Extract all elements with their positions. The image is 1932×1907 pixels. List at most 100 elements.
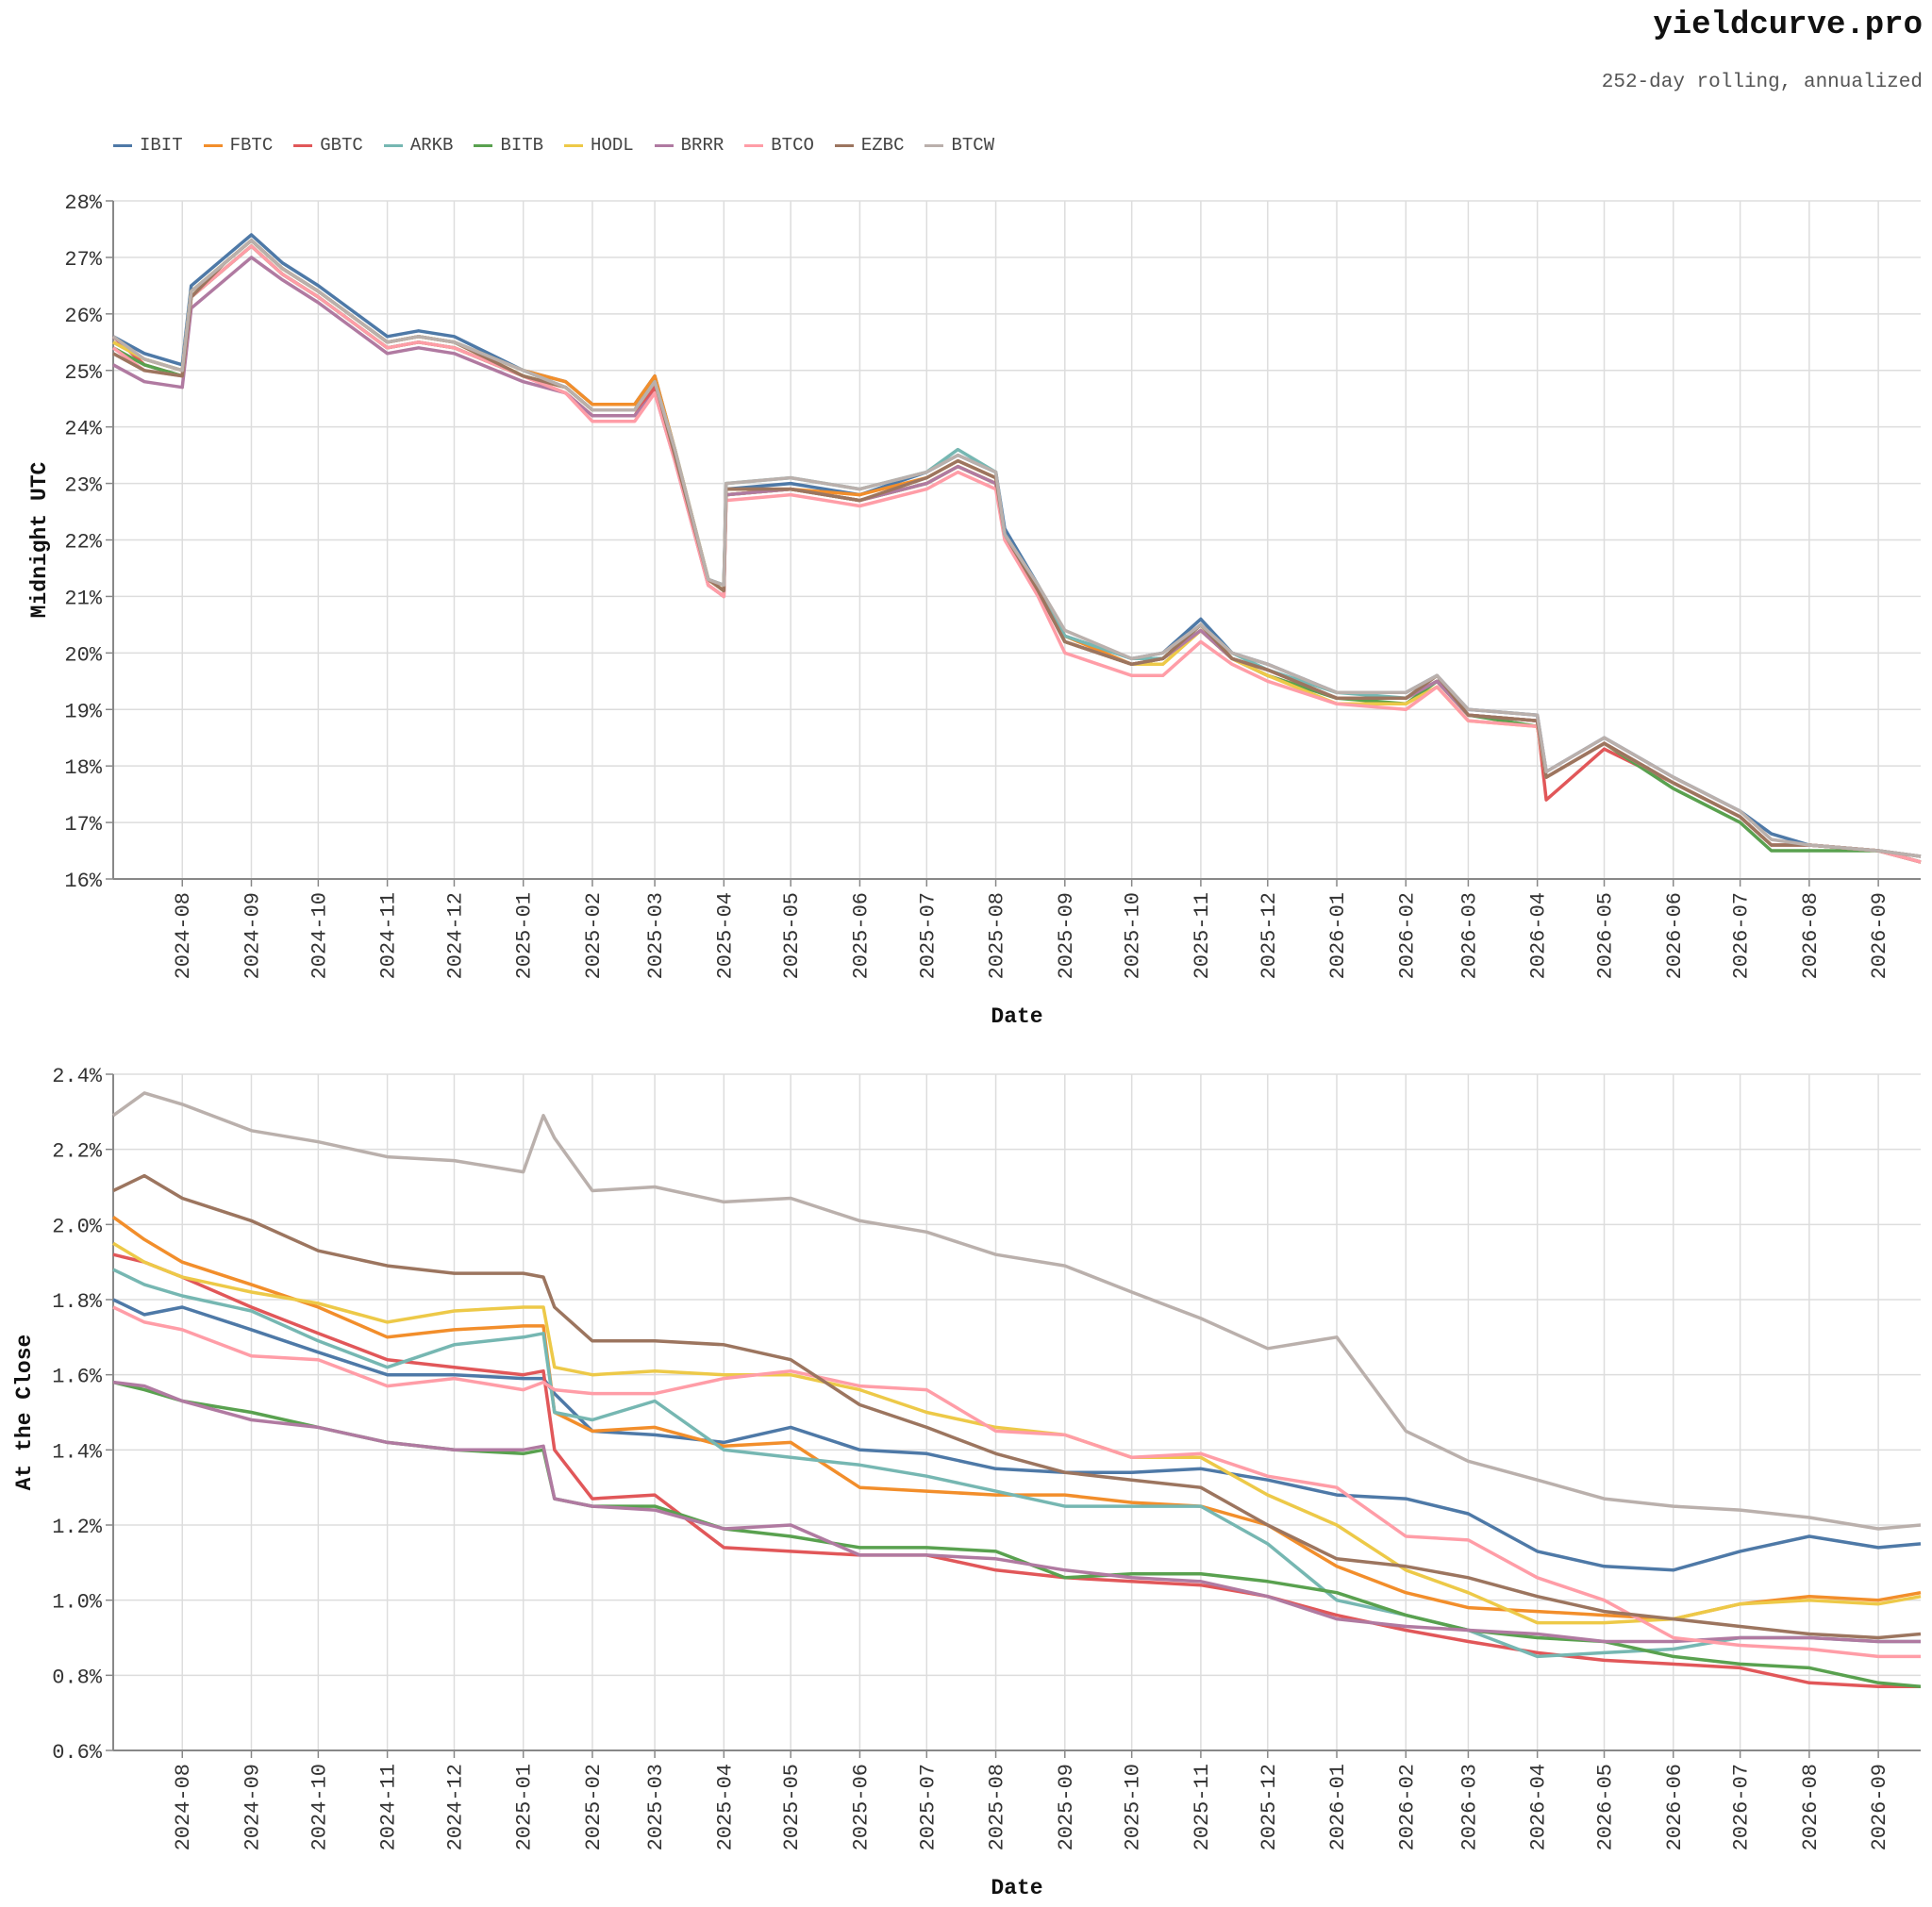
- y-tick-label: 1.4%: [52, 1440, 103, 1464]
- y-tick-label: 20%: [64, 643, 102, 667]
- x-tick-label: 2024-09: [241, 1764, 264, 1850]
- x-tick-label: 2024-10: [308, 892, 331, 979]
- series-line-arkb: [112, 1268, 1921, 1659]
- series-line-btcw: [111, 239, 1922, 858]
- y-tick-label: 2.4%: [52, 1065, 103, 1088]
- x-tick-label: 2026-06: [1663, 892, 1687, 979]
- legend-swatch: [383, 143, 403, 147]
- series-line-fbtc: [111, 1215, 1922, 1621]
- chart-panel-1: 16% 17% 18% 19% 20% 21% 22% 23% 24% 25% 26% 27% 28% 2…: [27, 191, 1922, 1029]
- legend-item-gbtc: GBTC: [293, 135, 363, 156]
- x-tick-label: 2025-04: [713, 892, 737, 979]
- y-tick-label: 17%: [64, 813, 102, 837]
- x-axis-title: Date: [991, 1004, 1042, 1029]
- legend-item-brrr: BRRR: [654, 135, 724, 156]
- x-tick-label: 2026-07: [1730, 892, 1754, 979]
- x-tick-label: 2025-12: [1257, 892, 1281, 979]
- x-tick-label: 2025-01: [513, 1764, 537, 1850]
- y-tick-label: 0.6%: [52, 1741, 103, 1765]
- x-tick-label: 2026-02: [1395, 1764, 1419, 1850]
- series-line-brrr: [112, 1380, 1921, 1644]
- y-tick-label: 1.8%: [52, 1290, 103, 1314]
- legend-item-arkb: ARKB: [383, 135, 453, 156]
- legend-swatch: [203, 143, 223, 147]
- x-tick-label: 2025-11: [1191, 892, 1214, 979]
- x-tick-label: 2026-05: [1594, 1764, 1618, 1850]
- y-tick-label: 0.8%: [52, 1666, 103, 1689]
- legend-label: HODL: [591, 135, 634, 156]
- x-tick-label: 2025-03: [644, 1764, 668, 1850]
- x-tick-label: 2025-11: [1191, 1764, 1214, 1850]
- x-tick-label: 2025-01: [513, 892, 537, 979]
- y-tick-label: 1.6%: [52, 1366, 103, 1389]
- x-tick-label: 2024-08: [172, 892, 195, 979]
- legend-swatch: [564, 143, 584, 147]
- x-tick-label: 2024-11: [377, 892, 401, 979]
- x-axis-title: Date: [991, 1876, 1042, 1900]
- legend-label: EZBC: [860, 135, 905, 156]
- y-tick-label: 1.2%: [52, 1516, 103, 1539]
- x-tick-label: 2026-04: [1527, 892, 1551, 979]
- x-tick-label: 2025-12: [1257, 1764, 1281, 1850]
- series-line-ezbc: [112, 1173, 1922, 1640]
- y-tick-label: 28%: [64, 191, 102, 215]
- x-tick-label: 2026-01: [1326, 1764, 1350, 1850]
- x-tick-label: 2025-09: [1055, 892, 1078, 979]
- x-tick-label: 2025-06: [849, 1764, 873, 1850]
- series-line-btcw: [111, 1091, 1922, 1531]
- legend-swatch: [474, 143, 493, 147]
- legend-swatch: [654, 143, 674, 147]
- legend-label: BITB: [500, 135, 544, 156]
- legend-label: IBIT: [140, 135, 183, 156]
- y-tick-label: 27%: [64, 248, 102, 272]
- legend-item-ezbc: EZBC: [834, 135, 905, 156]
- series-line-hodl: [112, 1241, 1922, 1625]
- legend-item-hodl: HODL: [564, 135, 634, 156]
- x-tick-label: 2026-03: [1457, 1764, 1481, 1850]
- series-line-btco: [112, 1305, 1921, 1659]
- x-tick-label: 2025-05: [780, 1764, 804, 1850]
- y-tick-label: 23%: [64, 474, 102, 498]
- x-tick-label: 2025-03: [644, 892, 668, 979]
- x-tick-label: 2026-02: [1395, 892, 1419, 979]
- legend-item-btco: BTCO: [744, 135, 814, 156]
- y-tick-label: 25%: [64, 361, 102, 385]
- y-tick-label: 2.0%: [52, 1215, 103, 1238]
- x-tick-label: 2026-08: [1799, 892, 1823, 979]
- legend-item-btcw: BTCW: [924, 135, 994, 156]
- x-tick-label: 2026-03: [1457, 892, 1481, 979]
- x-tick-label: 2025-10: [1122, 1764, 1145, 1850]
- legend-label: BRRR: [680, 135, 724, 156]
- y-tick-label: 21%: [64, 587, 102, 610]
- x-tick-label: 2024-10: [308, 1764, 331, 1850]
- chart-panel-2: 0.6% 0.8% 1.0% 1.2% 1.4% 1.6% 1.8% 2.0% 2.2% 2.4%…: [12, 1065, 1922, 1900]
- x-tick-label: 2025-02: [582, 892, 606, 979]
- x-tick-label: 2026-06: [1663, 1764, 1687, 1850]
- x-tick-label: 2025-08: [986, 1764, 1009, 1850]
- legend-item-ibit: IBIT: [113, 135, 183, 156]
- legend: IBIT FBTC GBTC ARKB BITB HODL BRRR BTCO EZBC BTCW: [113, 135, 1015, 156]
- x-tick-label: 2024-08: [172, 1764, 195, 1850]
- x-tick-label: 2024-09: [241, 892, 264, 979]
- x-tick-label: 2026-08: [1799, 1764, 1823, 1850]
- y-tick-label: 16%: [64, 870, 102, 893]
- x-tick-label: 2025-07: [916, 892, 940, 979]
- x-tick-label: 2024-12: [443, 1764, 467, 1850]
- legend-label: GBTC: [320, 135, 363, 156]
- y-tick-label: 18%: [64, 756, 102, 780]
- legend-swatch: [293, 143, 313, 147]
- chart-subtitle: 252-day rolling, annualized: [1601, 72, 1923, 93]
- y-tick-label: 22%: [64, 531, 102, 555]
- x-tick-label: 2025-07: [916, 1764, 940, 1850]
- legend-label: BTCW: [951, 135, 995, 156]
- legend-label: BTCO: [771, 135, 814, 156]
- x-tick-label: 2025-02: [582, 1764, 606, 1850]
- y-tick-label: 2.2%: [52, 1140, 103, 1164]
- x-tick-label: 2025-05: [780, 892, 804, 979]
- x-tick-label: 2026-09: [1868, 892, 1891, 979]
- y-tick-label: 24%: [64, 418, 102, 441]
- x-tick-label: 2026-07: [1730, 1764, 1754, 1850]
- x-tick-label: 2025-10: [1122, 892, 1145, 979]
- y-tick-label: 26%: [64, 305, 102, 328]
